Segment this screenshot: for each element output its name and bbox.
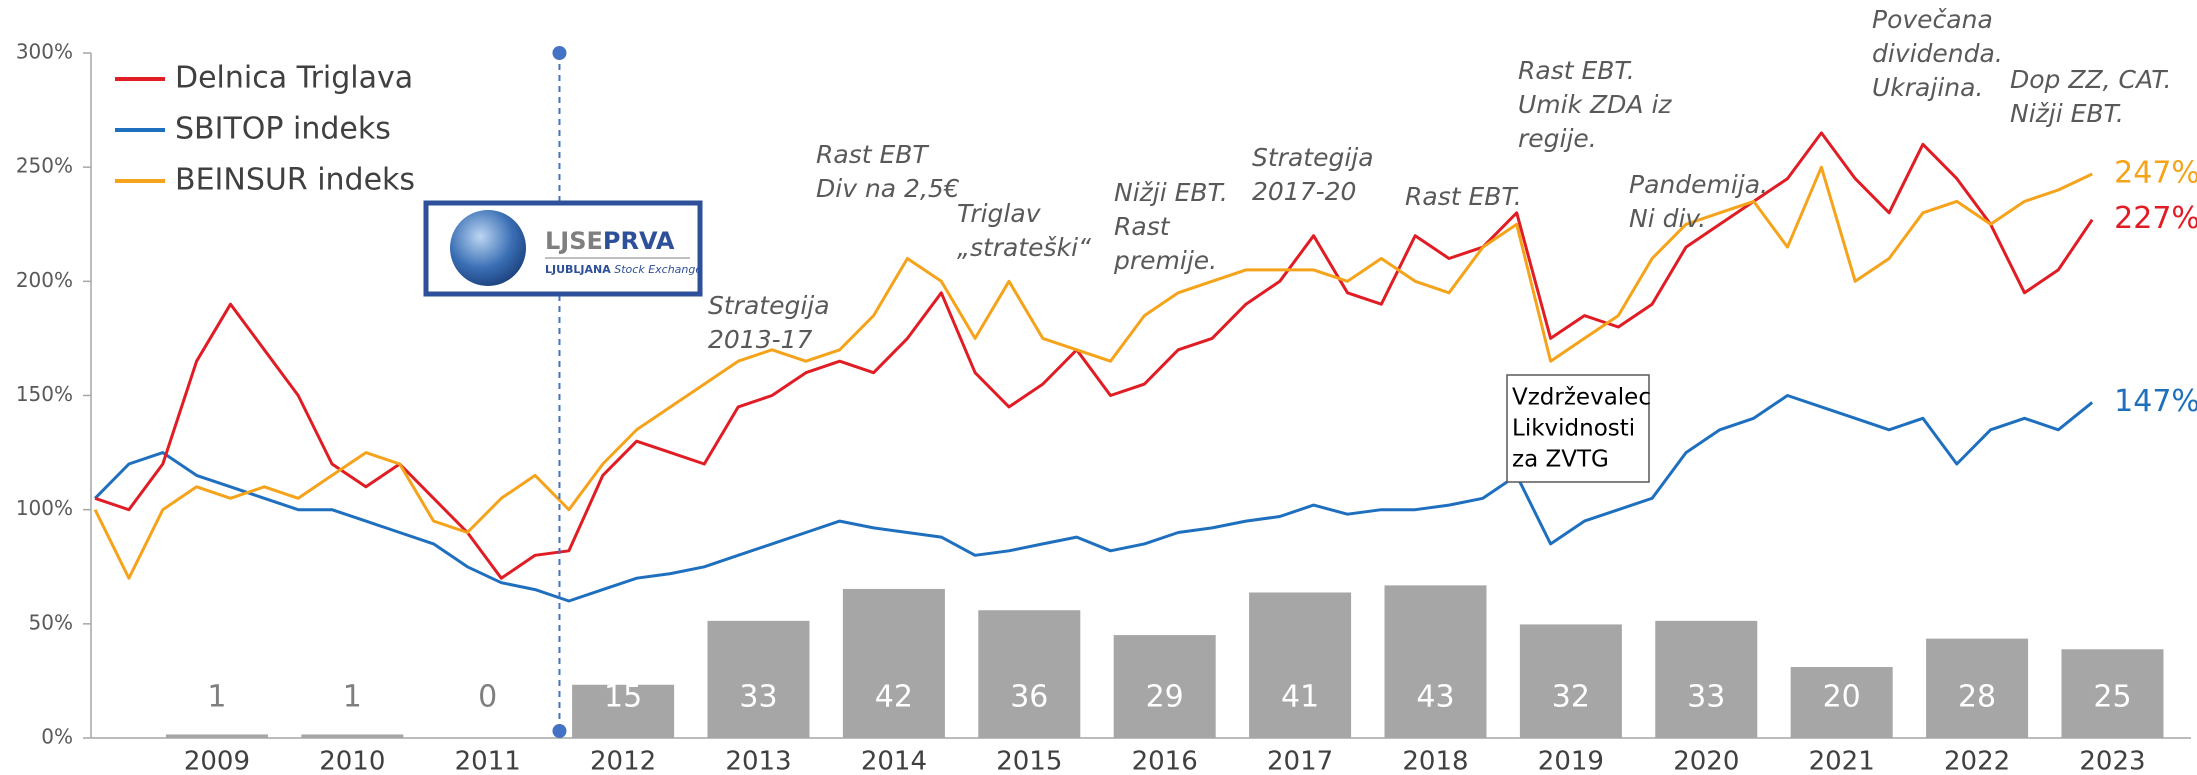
bar-label: 43 bbox=[1416, 680, 1454, 715]
annotation: Rast bbox=[1114, 212, 1171, 241]
x-tick-label: 2010 bbox=[319, 747, 385, 775]
bar-label: 42 bbox=[875, 680, 913, 715]
bar-label: 1 bbox=[207, 680, 226, 715]
bar bbox=[1113, 635, 1216, 738]
note-text: Likvidnosti bbox=[1512, 416, 1635, 442]
bar-label: 32 bbox=[1552, 680, 1590, 715]
bar-label: 25 bbox=[2093, 680, 2131, 715]
bar bbox=[1655, 620, 1758, 738]
marker-dot bbox=[552, 724, 567, 738]
logo: LJSEPRVA LJUBLJANA Stock Exchange bbox=[423, 200, 703, 297]
x-tick-label: 2013 bbox=[725, 747, 791, 775]
x-tick-label: 2020 bbox=[1673, 747, 1739, 775]
bar bbox=[842, 588, 945, 738]
annotation: Rast EBT. bbox=[1405, 182, 1522, 211]
annotation: Strategija bbox=[1252, 143, 1374, 172]
x-tick-label: 2018 bbox=[1402, 747, 1468, 775]
bar bbox=[301, 734, 404, 738]
series-line bbox=[93, 165, 2093, 580]
x-tick-label: 2023 bbox=[2079, 747, 2145, 775]
annotation: dividenda. bbox=[1872, 39, 2003, 68]
bar-label: 28 bbox=[1958, 680, 1996, 715]
note-box bbox=[1506, 374, 1650, 483]
annotation: Strategija bbox=[708, 291, 830, 320]
bar bbox=[1384, 585, 1487, 738]
bar-label: 20 bbox=[1823, 680, 1861, 715]
annotation: Nižji EBT. bbox=[2010, 99, 2124, 128]
x-tick-label: 2017 bbox=[1267, 747, 1333, 775]
annotation: „strateški“ bbox=[957, 233, 1092, 262]
bar bbox=[1519, 624, 1622, 738]
bar bbox=[165, 734, 268, 738]
logo-sub: LJUBLJANA Stock Exchange bbox=[545, 263, 702, 276]
legend-label: BEINSUR indeks bbox=[175, 163, 415, 198]
legend-label: SBITOP indeks bbox=[175, 112, 391, 147]
bar bbox=[978, 610, 1081, 738]
end-label: 247% bbox=[2114, 156, 2197, 191]
end-label: 147% bbox=[2114, 384, 2197, 419]
x-tick-label: 2011 bbox=[455, 747, 521, 775]
bar bbox=[572, 684, 675, 738]
bar-label: 29 bbox=[1146, 680, 1184, 715]
annotation: 2017-20 bbox=[1252, 177, 1356, 206]
bar-label: 15 bbox=[604, 680, 642, 715]
bar bbox=[1790, 667, 1893, 738]
annotation: Rast EBT bbox=[816, 140, 929, 169]
marker-dot bbox=[552, 46, 567, 60]
annotation: Dop ZZ, CAT. bbox=[2010, 65, 2172, 94]
x-tick-label: 2015 bbox=[996, 747, 1062, 775]
annotation: Ukrajina. bbox=[1872, 73, 1983, 102]
x-tick-label: 2012 bbox=[590, 747, 656, 775]
bar-label: 33 bbox=[1687, 680, 1725, 715]
end-label: 227% bbox=[2114, 201, 2197, 236]
annotation: regije. bbox=[1518, 124, 1597, 153]
y-tick-label: 0% bbox=[41, 725, 73, 749]
x-tick-label: 2021 bbox=[1809, 747, 1875, 775]
annotation: Triglav bbox=[957, 199, 1042, 228]
x-tick-label: 2009 bbox=[184, 747, 250, 775]
y-tick-label: 250% bbox=[16, 154, 73, 178]
y-tick-label: 50% bbox=[29, 610, 73, 634]
note-text: Vzdrževalec bbox=[1512, 385, 1651, 411]
bar-label: 1 bbox=[343, 680, 362, 715]
bar bbox=[1249, 592, 1352, 738]
note-text: za ZVTG bbox=[1512, 447, 1609, 473]
bar-label: 41 bbox=[1281, 680, 1319, 715]
x-tick-label: 2014 bbox=[861, 747, 927, 775]
legend-label: Delnica Triglava bbox=[175, 61, 413, 96]
x-tick-label: 2022 bbox=[1944, 747, 2010, 775]
series-line bbox=[94, 131, 2094, 580]
bar-label: 33 bbox=[739, 680, 777, 715]
annotation: 2013-17 bbox=[708, 325, 813, 354]
y-tick-label: 150% bbox=[16, 382, 73, 406]
y-tick-label: 300% bbox=[16, 40, 73, 64]
annotation: Povečana bbox=[1872, 5, 1993, 34]
logo-globe bbox=[450, 210, 526, 286]
x-tick-label: 2016 bbox=[1132, 747, 1198, 775]
x-tick-label: 2019 bbox=[1538, 747, 1604, 775]
annotation: Ni div. bbox=[1629, 204, 1706, 233]
annotation: Umik ZDA iz bbox=[1518, 90, 1672, 119]
bar bbox=[1926, 638, 2029, 738]
series-line bbox=[94, 394, 2094, 603]
annotation: Pandemija. bbox=[1629, 170, 1768, 199]
annotation: Div na 2,5€ bbox=[816, 174, 960, 203]
y-tick-label: 200% bbox=[16, 268, 73, 292]
y-tick-label: 100% bbox=[16, 496, 73, 520]
annotation: Nižji EBT. bbox=[1114, 178, 1228, 207]
annotation: Rast EBT. bbox=[1518, 56, 1635, 85]
bar-label: 0 bbox=[478, 680, 497, 715]
bar bbox=[2061, 649, 2164, 738]
bar bbox=[707, 620, 810, 738]
logo-name: LJSEPRVA bbox=[545, 227, 675, 255]
annotation: premije. bbox=[1113, 246, 1217, 275]
bar-label: 36 bbox=[1010, 680, 1048, 715]
